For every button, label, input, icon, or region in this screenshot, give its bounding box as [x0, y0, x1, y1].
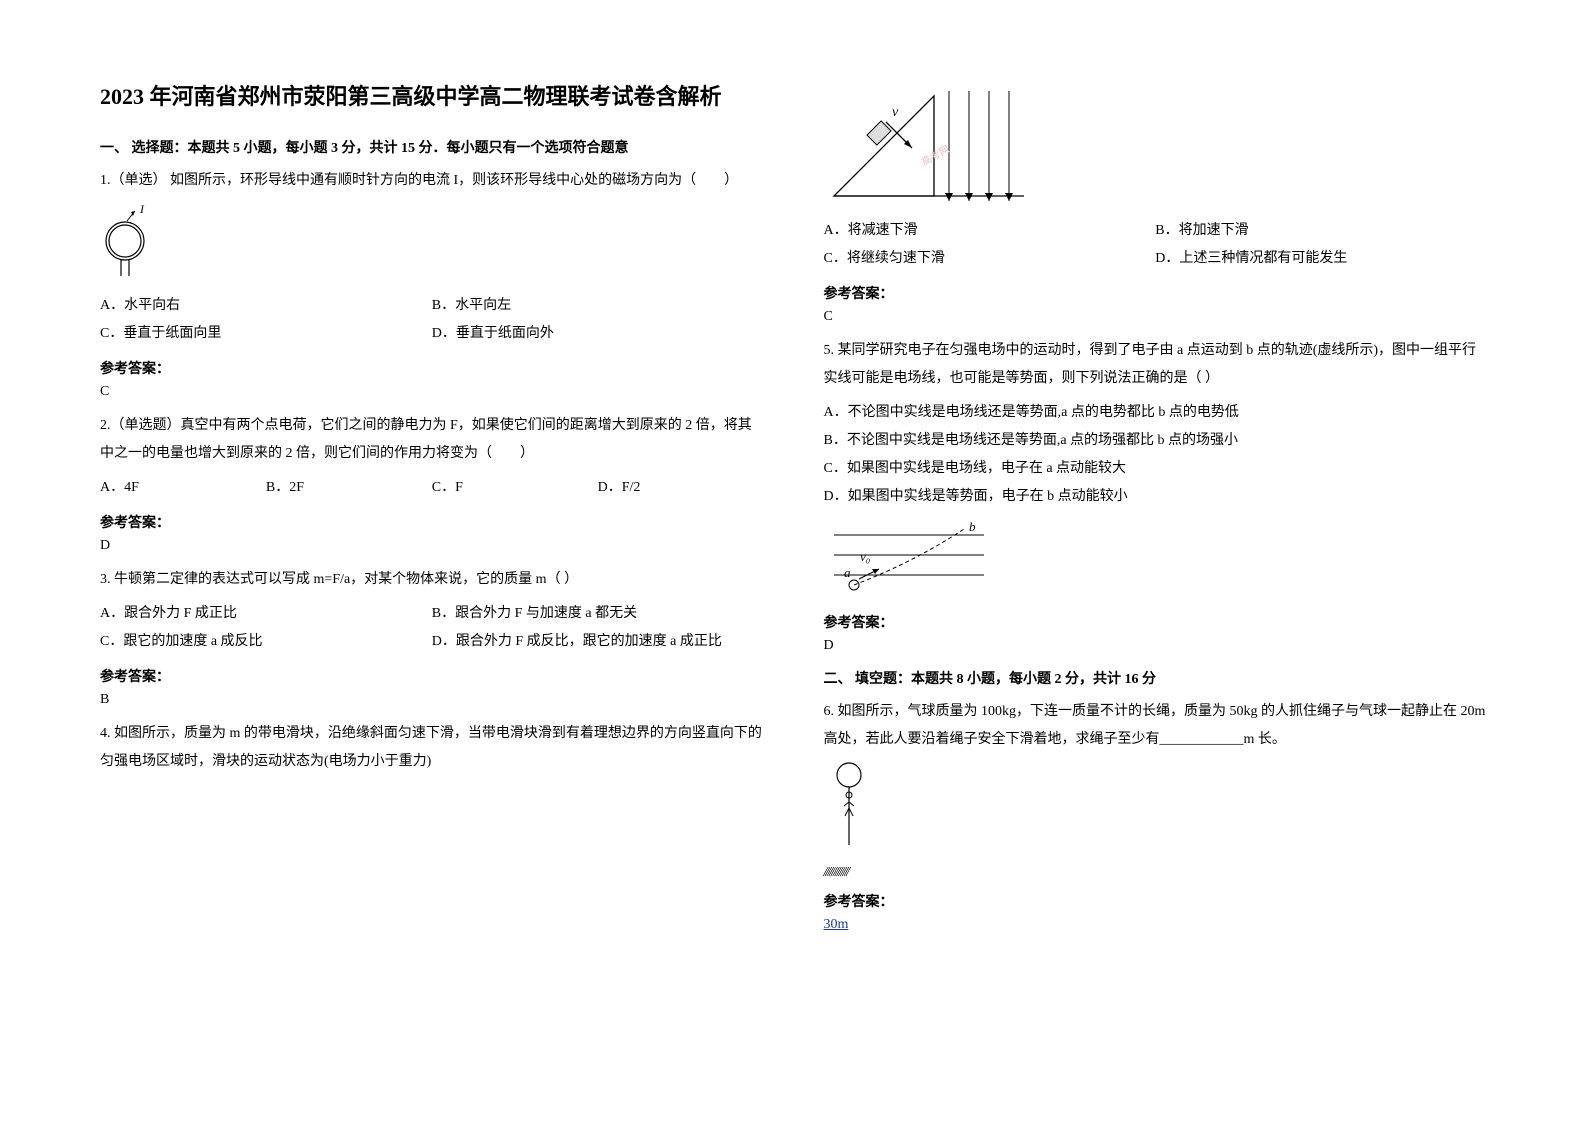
page-columns: 2023 年河南省郑州市荥阳第三高级中学高二物理联考试卷含解析 一、 选择题：本…: [100, 80, 1487, 945]
q5-answer-label: 参考答案：: [824, 612, 1488, 632]
q6-stem-pre: 6. 如图所示，气球质量为 100kg，下连一质量不计的长绳，质量为 50kg …: [824, 704, 1486, 747]
q4-opt-d: D．上述三种情况都有可能发生: [1155, 245, 1487, 273]
balloon-rope-icon: [824, 760, 894, 860]
q4-answer-label: 参考答案：: [824, 283, 1488, 303]
q5-stem: 5. 某同学研究电子在匀强电场中的运动时，得到了电子由 a 点运动到 b 点的轨…: [824, 337, 1488, 393]
v0-label: v₀: [860, 549, 870, 564]
q2-opt-d: D．F/2: [598, 474, 764, 502]
q6-answer-value: 30m: [824, 917, 849, 932]
q5-opt-d: D．如果图中实线是等势面，电子在 b 点动能较小: [824, 483, 1488, 511]
q4-answer: C: [824, 309, 1488, 325]
exam-title: 2023 年河南省郑州市荥阳第三高级中学高二物理联考试卷含解析: [100, 80, 764, 113]
q6-answer: 30m: [824, 917, 1488, 933]
q2-opt-a: A．4F: [100, 474, 266, 502]
q5-opt-b: B．不论图中实线是电场线还是等势面,a 点的场强都比 b 点的场强小: [824, 427, 1488, 455]
q3-opt-c: C．跟它的加速度 a 成反比: [100, 628, 432, 656]
q1-answer: C: [100, 384, 764, 400]
q1-options: A．水平向右 B．水平向左 C．垂直于纸面向里 D．垂直于纸面向外: [100, 292, 764, 348]
q1-opt-c: C．垂直于纸面向里: [100, 320, 432, 348]
q2-opt-b: B．2F: [266, 474, 432, 502]
q2-answer-label: 参考答案：: [100, 512, 764, 532]
q1-figure: I: [100, 201, 764, 286]
q6-stem-post: m 长。: [1244, 732, 1286, 747]
q4-stem: 4. 如图所示，质量为 m 的带电滑块，沿绝缘斜面匀速下滑，当带电滑块滑到有着理…: [100, 720, 764, 776]
q4-opt-a: A．将减速下滑: [824, 217, 1156, 245]
point-b-label: b: [969, 519, 976, 534]
electron-trajectory-icon: a b v₀: [824, 517, 994, 597]
q1-opt-a: A．水平向右: [100, 292, 432, 320]
ground-hatch: /////////////: [824, 865, 1488, 881]
q2-options: A．4F B．2F C．F D．F/2: [100, 474, 764, 502]
q1-stem: 1.（单选） 如图所示，环形导线中通有顺时针方向的电流 I，则该环形导线中心处的…: [100, 167, 764, 195]
q4-figure: v 高考网: [824, 86, 1488, 211]
velocity-label: v: [892, 105, 899, 120]
left-column: 2023 年河南省郑州市荥阳第三高级中学高二物理联考试卷含解析 一、 选择题：本…: [100, 80, 764, 945]
q1-answer-label: 参考答案：: [100, 358, 764, 378]
q6-stem: 6. 如图所示，气球质量为 100kg，下连一质量不计的长绳，质量为 50kg …: [824, 698, 1488, 754]
q1-opt-d: D．垂直于纸面向外: [432, 320, 764, 348]
q1-opt-b: B．水平向左: [432, 292, 764, 320]
section1-heading: 一、 选择题：本题共 5 小题，每小题 3 分，共计 15 分．每小题只有一个选…: [100, 137, 764, 157]
q3-options: A．跟合外力 F 成正比 B．跟合外力 F 与加速度 a 都无关 C．跟它的加速…: [100, 600, 764, 656]
q4-opt-b: B．将加速下滑: [1155, 217, 1487, 245]
q5-figure: a b v₀: [824, 517, 1488, 602]
q3-answer: B: [100, 692, 764, 708]
current-label: I: [139, 202, 145, 216]
q3-opt-a: A．跟合外力 F 成正比: [100, 600, 432, 628]
q6-figure: /////////////: [824, 760, 1488, 881]
q5-opt-a: A．不论图中实线是电场线还是等势面,a 点的电势都比 b 点的电势低: [824, 399, 1488, 427]
q3-answer-label: 参考答案：: [100, 666, 764, 686]
q2-answer: D: [100, 538, 764, 554]
loop-current-icon: I: [100, 201, 160, 281]
q3-opt-b: B．跟合外力 F 与加速度 a 都无关: [432, 600, 764, 628]
q6-answer-label: 参考答案：: [824, 891, 1488, 911]
right-column: v 高考网 A．将减速下滑 B．将加速下滑 C．将继续匀速下滑 D．: [824, 80, 1488, 945]
point-a-label: a: [844, 565, 851, 580]
q5-answer: D: [824, 638, 1488, 654]
q3-stem: 3. 牛顿第二定律的表达式可以写成 m=F/a，对某个物体来说，它的质量 m（ …: [100, 566, 764, 594]
incline-field-icon: v 高考网: [824, 86, 1034, 206]
q4-options: A．将减速下滑 B．将加速下滑 C．将继续匀速下滑 D．上述三种情况都有可能发生: [824, 217, 1488, 273]
q2-opt-c: C．F: [432, 474, 598, 502]
watermark: 高考网: [919, 142, 951, 168]
q4-opt-c: C．将继续匀速下滑: [824, 245, 1156, 273]
q2-stem: 2.（单选题）真空中有两个点电荷，它们之间的静电力为 F，如果使它们间的距离增大…: [100, 412, 764, 468]
section2-heading: 二、 填空题：本题共 8 小题，每小题 2 分，共计 16 分: [824, 668, 1488, 688]
q5-opt-c: C．如果图中实线是电场线，电子在 a 点动能较大: [824, 455, 1488, 483]
q3-opt-d: D．跟合外力 F 成反比，跟它的加速度 a 成正比: [432, 628, 764, 656]
q6-blank: ____________: [1160, 732, 1244, 747]
q5-options: A．不论图中实线是电场线还是等势面,a 点的电势都比 b 点的电势低 B．不论图…: [824, 399, 1488, 511]
